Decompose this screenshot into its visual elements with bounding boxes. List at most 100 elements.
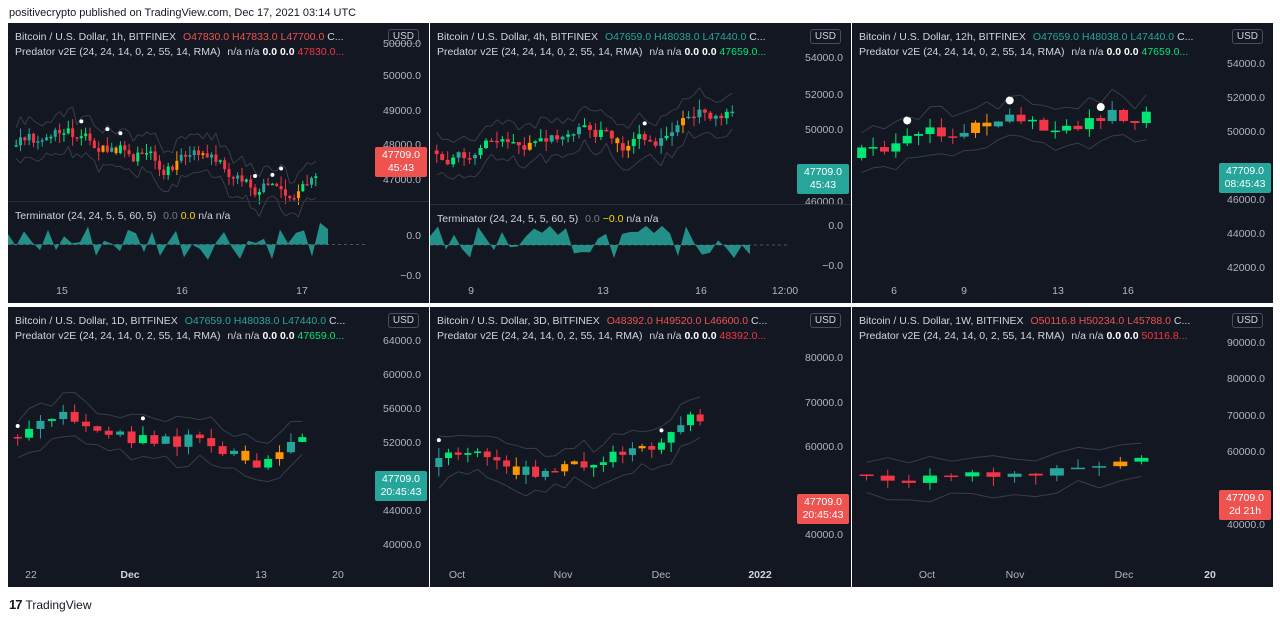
- channel-line: [98, 164, 104, 173]
- candle-body: [604, 129, 609, 132]
- last-price: 47709.0: [1226, 492, 1264, 504]
- channel-line: [670, 446, 682, 465]
- channel-line: [651, 465, 662, 471]
- brand-name: TradingView: [25, 597, 92, 612]
- indicator-value: 47659.0...: [297, 330, 345, 342]
- channel-line: [516, 490, 527, 497]
- channel-line: [228, 196, 234, 199]
- channel-line: [85, 152, 91, 158]
- candle-body: [451, 157, 456, 165]
- sub-indicator-legend: Terminator (24, 24, 5, 5, 60, 5) 0.0 0.0…: [15, 210, 385, 222]
- channel-line: [124, 168, 130, 171]
- channel-line: [1134, 94, 1147, 110]
- currency-button[interactable]: USD: [387, 29, 419, 44]
- channel-line: [97, 413, 109, 416]
- y-tick: 60000.0: [383, 369, 421, 381]
- candle-body: [79, 136, 83, 139]
- candle-body: [474, 451, 482, 454]
- x-tick: 6: [891, 285, 897, 297]
- candle-body: [1028, 473, 1043, 476]
- signal-dot: [270, 172, 275, 177]
- channel-line: [908, 499, 931, 503]
- channel-line: [632, 463, 643, 474]
- channel-line: [1014, 494, 1036, 498]
- y-tick: −0.0: [400, 270, 421, 282]
- tradingview-brand[interactable]: 17 TradingView: [9, 597, 92, 612]
- channel-line: [108, 414, 121, 419]
- y-tick: 80000.0: [1227, 373, 1265, 385]
- candle-body: [620, 143, 625, 151]
- chart-panel-1w[interactable]: Bitcoin / U.S. Dollar, 1W, BITFINEX O501…: [852, 307, 1273, 587]
- chart-panel-4h[interactable]: Bitcoin / U.S. Dollar, 4h, BITFINEX O476…: [430, 23, 851, 303]
- candle-body: [301, 184, 305, 192]
- channel-line: [1100, 135, 1113, 142]
- currency-button[interactable]: USD: [1231, 313, 1263, 328]
- candle-body: [454, 452, 462, 455]
- sub-indicator-value: 0.0: [585, 213, 600, 225]
- channel-line: [866, 457, 888, 463]
- channel-line: [562, 153, 569, 158]
- channel-line: [1100, 88, 1113, 104]
- channel-line: [215, 175, 221, 179]
- channel-line: [941, 105, 954, 118]
- ohlc-close: C...: [327, 31, 344, 43]
- candle-body: [32, 133, 36, 143]
- ohlc-low: L46600.0: [704, 315, 749, 327]
- channel-line: [573, 150, 580, 155]
- channel-line: [1009, 94, 1022, 97]
- chart-panel-3d[interactable]: Bitcoin / U.S. Dollar, 3D, BITFINEX O483…: [430, 307, 851, 587]
- candle-body: [227, 169, 231, 177]
- chart-panel-1h[interactable]: Bitcoin / U.S. Dollar, 1h, BITFINEX O478…: [8, 23, 429, 303]
- channel-line: [215, 132, 221, 148]
- candle-body: [505, 139, 510, 143]
- indicator-value: 0.0: [684, 330, 700, 342]
- indicator-value: n/a: [244, 46, 260, 58]
- x-tick: 15: [56, 285, 68, 297]
- bar-countdown: 45:43: [387, 162, 415, 174]
- currency-button[interactable]: USD: [809, 313, 841, 328]
- candle-body: [522, 145, 527, 150]
- x-tick: 20: [332, 569, 344, 581]
- candle-body: [197, 150, 201, 156]
- x-tick: 20: [1204, 569, 1216, 581]
- channel-line: [311, 160, 317, 165]
- channel-line: [276, 164, 282, 172]
- channel-line: [263, 165, 269, 168]
- currency-button[interactable]: USD: [387, 313, 419, 328]
- channel-line: [245, 475, 257, 481]
- currency-button[interactable]: USD: [809, 29, 841, 44]
- channel-line: [51, 436, 64, 440]
- chart-panel-1d[interactable]: Bitcoin / U.S. Dollar, 1D, BITFINEX O476…: [8, 307, 429, 587]
- publish-header: positivecrypto published on TradingView.…: [9, 7, 357, 19]
- ohlc-high: H50234.0: [1078, 315, 1125, 327]
- candle-body: [599, 462, 607, 466]
- pane-divider[interactable]: [8, 201, 429, 202]
- channel-line: [74, 435, 87, 445]
- signal-dot: [105, 127, 110, 132]
- channel-line: [726, 92, 733, 98]
- sub-indicator-value: 0.0: [180, 210, 196, 222]
- channel-line: [677, 144, 684, 149]
- candle-body: [914, 134, 924, 136]
- channel-line: [1120, 475, 1142, 482]
- candle-body: [544, 138, 549, 142]
- channel-line: [677, 98, 684, 109]
- candle-body: [218, 446, 227, 455]
- channel-line: [185, 133, 191, 140]
- last-price-tag: 47709.0 45:43: [375, 147, 427, 177]
- candle-body: [1073, 125, 1083, 130]
- pane-divider[interactable]: [430, 204, 851, 205]
- candle-body: [171, 166, 175, 170]
- candle-body: [648, 446, 656, 450]
- x-tick: 17: [296, 285, 308, 297]
- y-tick: 50000.0: [805, 124, 843, 136]
- channel-line: [491, 119, 498, 127]
- channel-line: [507, 155, 514, 162]
- candle-body: [659, 138, 664, 146]
- candle-body: [435, 458, 443, 467]
- channel-line: [172, 139, 178, 153]
- currency-button[interactable]: USD: [1231, 29, 1263, 44]
- channel-line: [544, 483, 556, 493]
- chart-panel-12h[interactable]: Bitcoin / U.S. Dollar, 12h, BITFINEX O47…: [852, 23, 1273, 303]
- channel-line: [1077, 446, 1100, 451]
